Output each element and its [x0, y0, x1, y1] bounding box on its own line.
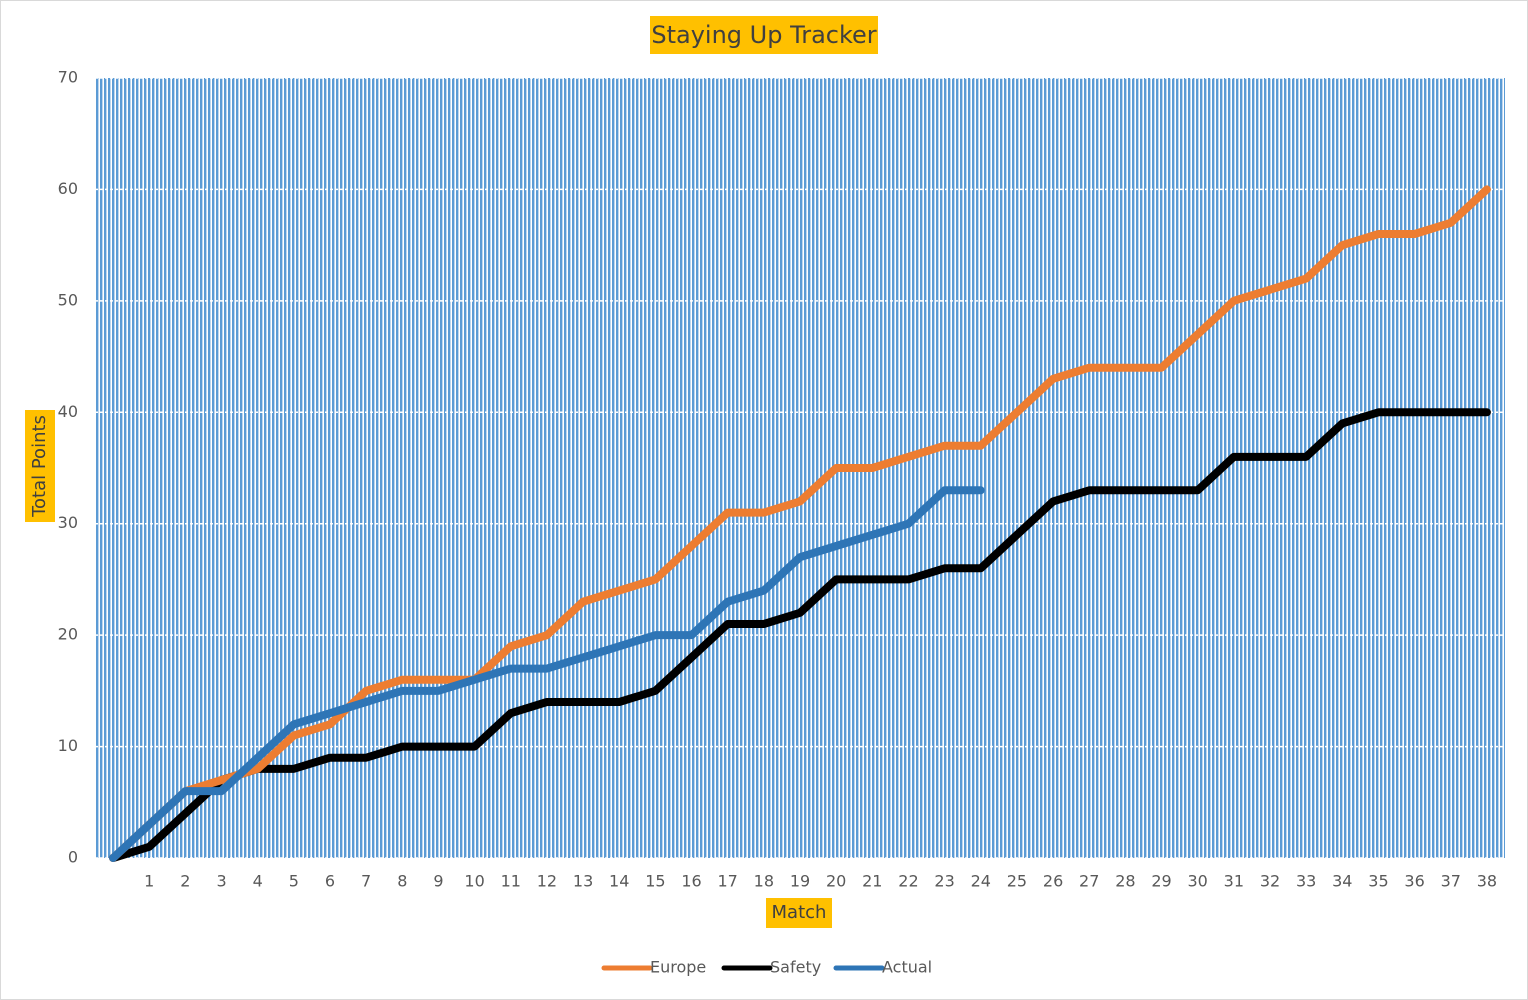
x-tick-label: 24: [971, 872, 991, 891]
x-tick-label: 1: [144, 872, 154, 891]
x-tick-label: 18: [754, 872, 774, 891]
series-line: [109, 408, 1491, 862]
y-tick-label: 40: [58, 402, 78, 421]
y-tick-label: 20: [58, 625, 78, 644]
x-tick-label: 22: [898, 872, 918, 891]
y-tick-label: 50: [58, 290, 78, 309]
x-tick-label: 2: [180, 872, 190, 891]
y-tick-label: 30: [58, 513, 78, 532]
y-tick-label: 10: [58, 736, 78, 755]
x-tick-label: 37: [1441, 872, 1461, 891]
x-axis-title: Match: [772, 902, 827, 923]
x-tick-label: 28: [1115, 872, 1135, 891]
legend-label: Actual: [882, 958, 932, 977]
chart-title: Staying Up Tracker: [651, 21, 876, 49]
y-axis-title: Total Points: [29, 415, 50, 518]
x-tick-label: 38: [1477, 872, 1497, 891]
x-tick-label: 8: [397, 872, 407, 891]
x-tick-label: 7: [361, 872, 371, 891]
x-title-box: [766, 898, 832, 928]
x-tick-label: 34: [1332, 872, 1352, 891]
x-tick-label: 33: [1296, 872, 1316, 891]
x-tick-label: 23: [934, 872, 954, 891]
x-tick-label: 27: [1079, 872, 1099, 891]
x-tick-label: 11: [501, 872, 521, 891]
x-tick-label: 36: [1404, 872, 1424, 891]
x-tick-label: 26: [1043, 872, 1063, 891]
title-box: [650, 16, 878, 54]
x-tick-label: 21: [862, 872, 882, 891]
x-tick-label: 6: [325, 872, 335, 891]
x-tick-label: 14: [609, 872, 629, 891]
x-tick-label: 19: [790, 872, 810, 891]
x-tick-label: 31: [1224, 872, 1244, 891]
x-tick-label: 4: [253, 872, 263, 891]
x-tick-label: 30: [1188, 872, 1208, 891]
x-tick-label: 13: [573, 872, 593, 891]
y-tick-label: 60: [58, 179, 78, 198]
x-tick-label: 25: [1007, 872, 1027, 891]
y-tick-label: 70: [58, 68, 78, 87]
series-line: [109, 486, 985, 862]
plot-area: [95, 78, 1505, 858]
legend-label: Safety: [770, 958, 821, 977]
x-tick-label: 5: [289, 872, 299, 891]
x-tick-label: 10: [464, 872, 484, 891]
x-tick-label: 16: [681, 872, 701, 891]
legend-label: Europe: [650, 958, 706, 977]
x-tick-label: 35: [1368, 872, 1388, 891]
x-tick-label: 3: [216, 872, 226, 891]
x-tick-label: 29: [1151, 872, 1171, 891]
x-tick-label: 32: [1260, 872, 1280, 891]
y-tick-label: 0: [68, 848, 78, 867]
x-tick-label: 17: [718, 872, 738, 891]
x-tick-label: 20: [826, 872, 846, 891]
x-tick-label: 15: [645, 872, 665, 891]
y-title-box: [25, 410, 55, 522]
x-tick-label: 9: [433, 872, 443, 891]
x-tick-label: 12: [537, 872, 557, 891]
